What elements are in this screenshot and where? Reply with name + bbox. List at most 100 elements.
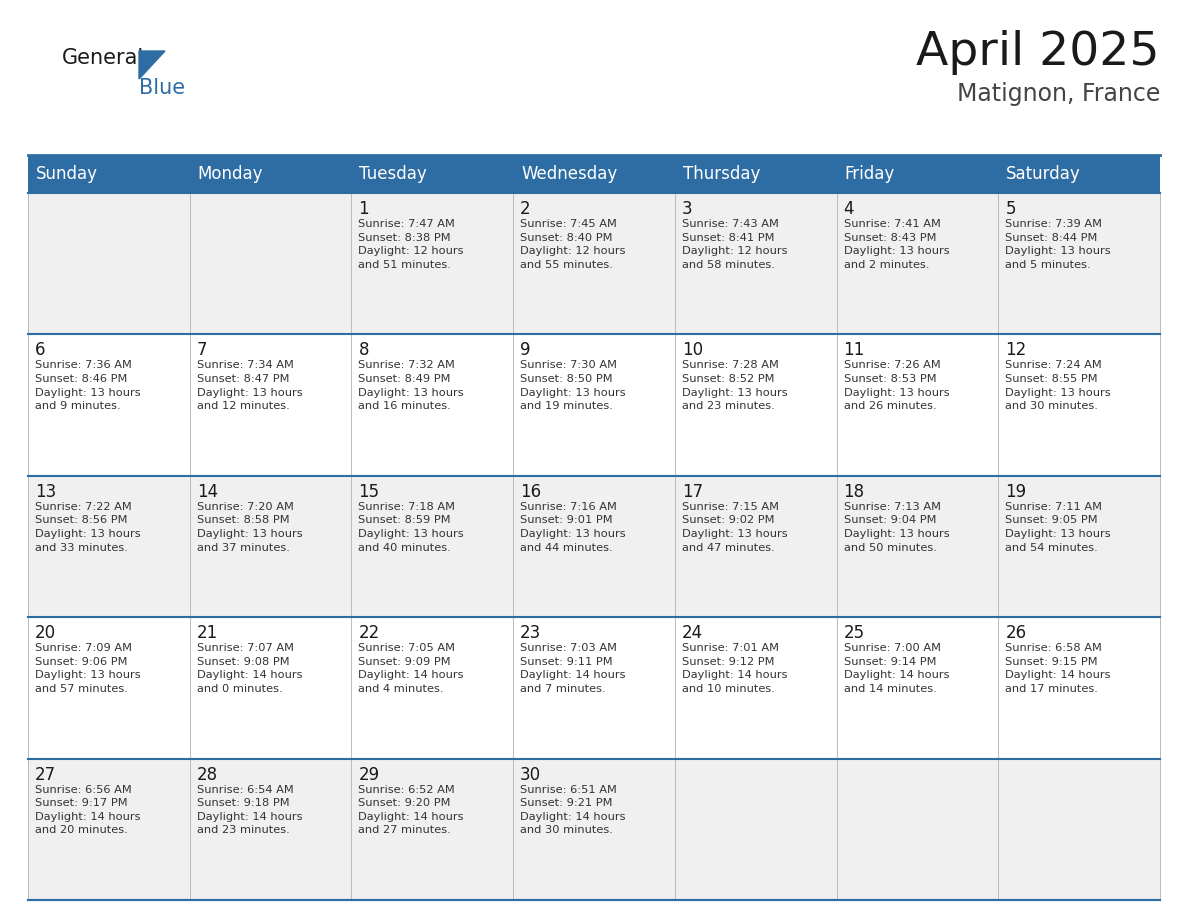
Bar [29, 617, 190, 758]
Text: Sunrise: 7:09 AM
Sunset: 9:06 PM
Daylight: 13 hours
and 57 minutes.: Sunrise: 7:09 AM Sunset: 9:06 PM Dayligh… [34, 644, 140, 694]
Text: Sunrise: 6:51 AM
Sunset: 9:21 PM
Daylight: 14 hours
and 30 minutes.: Sunrise: 6:51 AM Sunset: 9:21 PM Dayligh… [520, 785, 626, 835]
Text: 12: 12 [1005, 341, 1026, 360]
Bar [190, 193, 352, 334]
Bar [998, 617, 1159, 758]
Text: Sunrise: 7:41 AM
Sunset: 8:43 PM
Daylight: 13 hours
and 2 minutes.: Sunrise: 7:41 AM Sunset: 8:43 PM Dayligh… [843, 219, 949, 270]
Text: April 2025: April 2025 [916, 30, 1159, 75]
Bar [836, 334, 998, 476]
Bar [513, 758, 675, 900]
Bar [352, 334, 513, 476]
Text: 24: 24 [682, 624, 703, 643]
Text: Sunrise: 7:39 AM
Sunset: 8:44 PM
Daylight: 13 hours
and 5 minutes.: Sunrise: 7:39 AM Sunset: 8:44 PM Dayligh… [1005, 219, 1111, 270]
Text: 7: 7 [197, 341, 207, 360]
Text: 9: 9 [520, 341, 531, 360]
Text: 28: 28 [197, 766, 217, 784]
Bar [513, 193, 675, 334]
Text: General: General [62, 48, 144, 68]
Bar [998, 758, 1159, 900]
Bar [190, 476, 352, 617]
Text: 14: 14 [197, 483, 217, 501]
Text: 5: 5 [1005, 200, 1016, 218]
Text: Sunrise: 7:34 AM
Sunset: 8:47 PM
Daylight: 13 hours
and 12 minutes.: Sunrise: 7:34 AM Sunset: 8:47 PM Dayligh… [197, 361, 302, 411]
Bar [513, 617, 675, 758]
Bar [352, 758, 513, 900]
Bar [29, 334, 190, 476]
Text: Sunrise: 7:11 AM
Sunset: 9:05 PM
Daylight: 13 hours
and 54 minutes.: Sunrise: 7:11 AM Sunset: 9:05 PM Dayligh… [1005, 502, 1111, 553]
Bar [836, 617, 998, 758]
Text: Sunrise: 7:24 AM
Sunset: 8:55 PM
Daylight: 13 hours
and 30 minutes.: Sunrise: 7:24 AM Sunset: 8:55 PM Dayligh… [1005, 361, 1111, 411]
Text: Sunrise: 6:52 AM
Sunset: 9:20 PM
Daylight: 14 hours
and 27 minutes.: Sunrise: 6:52 AM Sunset: 9:20 PM Dayligh… [359, 785, 465, 835]
Text: Sunrise: 7:05 AM
Sunset: 9:09 PM
Daylight: 14 hours
and 4 minutes.: Sunrise: 7:05 AM Sunset: 9:09 PM Dayligh… [359, 644, 465, 694]
Text: Sunrise: 7:26 AM
Sunset: 8:53 PM
Daylight: 13 hours
and 26 minutes.: Sunrise: 7:26 AM Sunset: 8:53 PM Dayligh… [843, 361, 949, 411]
Bar [29, 155, 190, 193]
Bar [836, 476, 998, 617]
Bar [675, 334, 836, 476]
Text: Sunrise: 7:16 AM
Sunset: 9:01 PM
Daylight: 13 hours
and 44 minutes.: Sunrise: 7:16 AM Sunset: 9:01 PM Dayligh… [520, 502, 626, 553]
Text: Sunrise: 7:45 AM
Sunset: 8:40 PM
Daylight: 12 hours
and 55 minutes.: Sunrise: 7:45 AM Sunset: 8:40 PM Dayligh… [520, 219, 626, 270]
Text: Sunrise: 7:32 AM
Sunset: 8:49 PM
Daylight: 13 hours
and 16 minutes.: Sunrise: 7:32 AM Sunset: 8:49 PM Dayligh… [359, 361, 465, 411]
Text: 29: 29 [359, 766, 379, 784]
Text: Sunrise: 6:58 AM
Sunset: 9:15 PM
Daylight: 14 hours
and 17 minutes.: Sunrise: 6:58 AM Sunset: 9:15 PM Dayligh… [1005, 644, 1111, 694]
Text: 23: 23 [520, 624, 542, 643]
Bar [513, 476, 675, 617]
Text: 25: 25 [843, 624, 865, 643]
Text: 26: 26 [1005, 624, 1026, 643]
Text: Sunrise: 7:15 AM
Sunset: 9:02 PM
Daylight: 13 hours
and 47 minutes.: Sunrise: 7:15 AM Sunset: 9:02 PM Dayligh… [682, 502, 788, 553]
Text: 30: 30 [520, 766, 542, 784]
Text: 1: 1 [359, 200, 369, 218]
Text: 17: 17 [682, 483, 703, 501]
Bar [998, 476, 1159, 617]
Text: Sunrise: 7:03 AM
Sunset: 9:11 PM
Daylight: 14 hours
and 7 minutes.: Sunrise: 7:03 AM Sunset: 9:11 PM Dayligh… [520, 644, 626, 694]
Text: Sunrise: 7:01 AM
Sunset: 9:12 PM
Daylight: 14 hours
and 10 minutes.: Sunrise: 7:01 AM Sunset: 9:12 PM Dayligh… [682, 644, 788, 694]
Text: Sunrise: 7:00 AM
Sunset: 9:14 PM
Daylight: 14 hours
and 14 minutes.: Sunrise: 7:00 AM Sunset: 9:14 PM Dayligh… [843, 644, 949, 694]
Text: Sunrise: 7:07 AM
Sunset: 9:08 PM
Daylight: 14 hours
and 0 minutes.: Sunrise: 7:07 AM Sunset: 9:08 PM Dayligh… [197, 644, 302, 694]
Text: Saturday: Saturday [1006, 165, 1081, 183]
Bar [29, 758, 190, 900]
Bar [190, 334, 352, 476]
Text: 13: 13 [34, 483, 56, 501]
Text: Sunrise: 7:13 AM
Sunset: 9:04 PM
Daylight: 13 hours
and 50 minutes.: Sunrise: 7:13 AM Sunset: 9:04 PM Dayligh… [843, 502, 949, 553]
Bar [675, 617, 836, 758]
Bar [836, 155, 998, 193]
Text: Sunrise: 7:47 AM
Sunset: 8:38 PM
Daylight: 12 hours
and 51 minutes.: Sunrise: 7:47 AM Sunset: 8:38 PM Dayligh… [359, 219, 465, 270]
Text: Sunrise: 7:22 AM
Sunset: 8:56 PM
Daylight: 13 hours
and 33 minutes.: Sunrise: 7:22 AM Sunset: 8:56 PM Dayligh… [34, 502, 140, 553]
Bar [190, 155, 352, 193]
Bar [675, 155, 836, 193]
Bar [190, 617, 352, 758]
Text: 21: 21 [197, 624, 217, 643]
Bar [998, 155, 1159, 193]
Bar [29, 476, 190, 617]
Text: Sunrise: 7:28 AM
Sunset: 8:52 PM
Daylight: 13 hours
and 23 minutes.: Sunrise: 7:28 AM Sunset: 8:52 PM Dayligh… [682, 361, 788, 411]
Text: Sunrise: 7:20 AM
Sunset: 8:58 PM
Daylight: 13 hours
and 37 minutes.: Sunrise: 7:20 AM Sunset: 8:58 PM Dayligh… [197, 502, 302, 553]
Text: 16: 16 [520, 483, 542, 501]
Bar [29, 193, 190, 334]
Polygon shape [139, 51, 165, 79]
Text: Friday: Friday [845, 165, 895, 183]
Text: Sunrise: 7:36 AM
Sunset: 8:46 PM
Daylight: 13 hours
and 9 minutes.: Sunrise: 7:36 AM Sunset: 8:46 PM Dayligh… [34, 361, 140, 411]
Text: 6: 6 [34, 341, 45, 360]
Text: 20: 20 [34, 624, 56, 643]
Text: 4: 4 [843, 200, 854, 218]
Bar [836, 758, 998, 900]
Bar [352, 155, 513, 193]
Bar [513, 155, 675, 193]
Text: 3: 3 [682, 200, 693, 218]
Text: 2: 2 [520, 200, 531, 218]
Bar [352, 617, 513, 758]
Text: 18: 18 [843, 483, 865, 501]
Text: Sunrise: 6:54 AM
Sunset: 9:18 PM
Daylight: 14 hours
and 23 minutes.: Sunrise: 6:54 AM Sunset: 9:18 PM Dayligh… [197, 785, 302, 835]
Text: 15: 15 [359, 483, 379, 501]
Bar [675, 193, 836, 334]
Text: Sunrise: 7:18 AM
Sunset: 8:59 PM
Daylight: 13 hours
and 40 minutes.: Sunrise: 7:18 AM Sunset: 8:59 PM Dayligh… [359, 502, 465, 553]
Text: Thursday: Thursday [683, 165, 760, 183]
Text: Blue: Blue [139, 78, 185, 98]
Text: Sunday: Sunday [36, 165, 97, 183]
Text: 8: 8 [359, 341, 369, 360]
Bar [998, 193, 1159, 334]
Bar [998, 334, 1159, 476]
Bar [836, 193, 998, 334]
Text: Sunrise: 7:30 AM
Sunset: 8:50 PM
Daylight: 13 hours
and 19 minutes.: Sunrise: 7:30 AM Sunset: 8:50 PM Dayligh… [520, 361, 626, 411]
Text: Monday: Monday [197, 165, 264, 183]
Text: Sunrise: 6:56 AM
Sunset: 9:17 PM
Daylight: 14 hours
and 20 minutes.: Sunrise: 6:56 AM Sunset: 9:17 PM Dayligh… [34, 785, 140, 835]
Text: 19: 19 [1005, 483, 1026, 501]
